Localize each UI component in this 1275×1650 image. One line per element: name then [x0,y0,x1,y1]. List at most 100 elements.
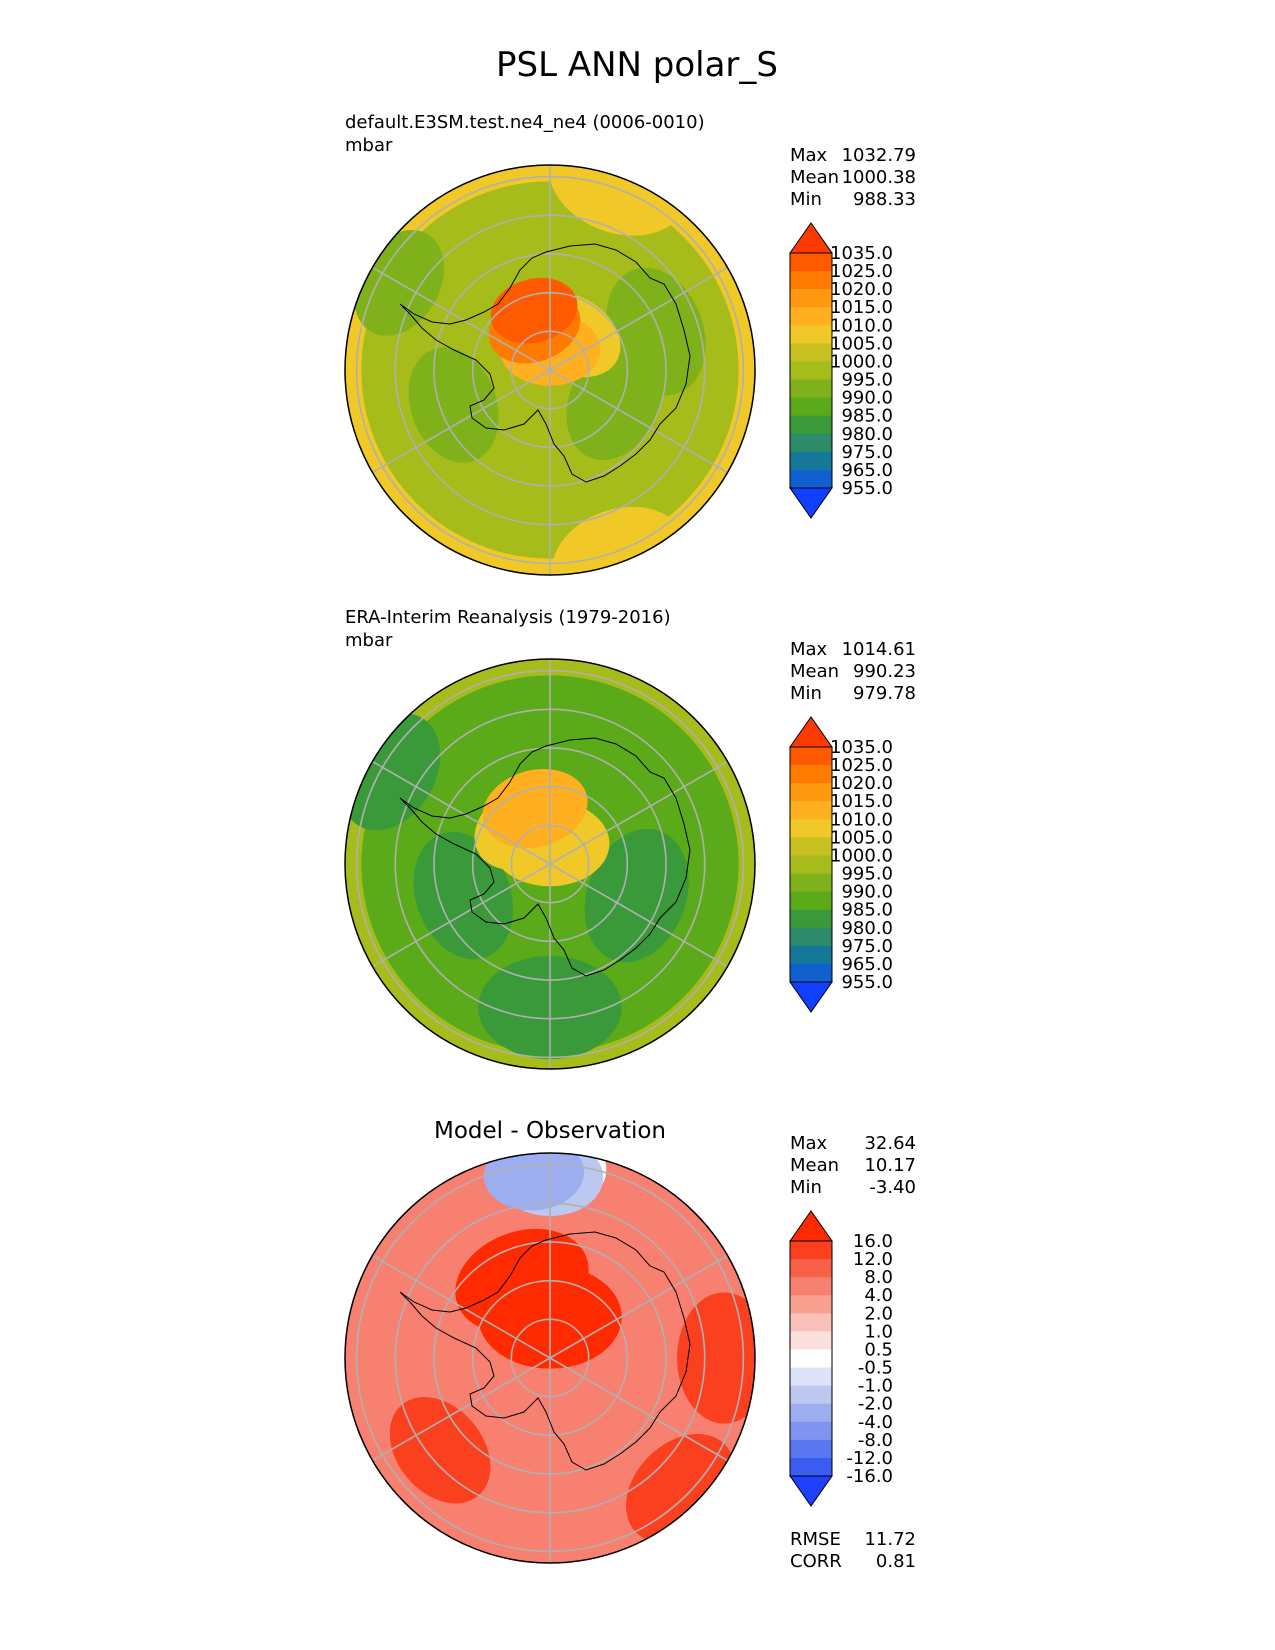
stats-reference: Max 1014.61 Mean 990.23 Min 979.78 [790,639,916,704]
colorbar-band [790,1385,832,1405]
colorbar-band [790,1295,832,1314]
colorbar-band [790,927,832,947]
colorbar-tick-label: 1035.0 [830,243,893,264]
colorbar-band [790,307,832,326]
meridian-line [549,1357,728,1462]
colorbar-band [790,855,832,875]
colorbar-band [790,1403,832,1423]
panel-reference-title: ERA-Interim Reanalysis (1979-2016) [345,607,671,628]
graticule [355,659,745,1069]
stat-mean-label: Mean [790,661,839,682]
field-contour-4 [389,1397,491,1504]
colorbar-band [790,253,832,272]
meridian-line [372,760,551,865]
colorbar-tick-label: 1005.0 [830,333,893,354]
meridian-line [549,760,728,865]
colorbar-band [790,325,832,344]
colorbar-tick-label: 2.0 [864,1303,893,1324]
colorbar-extend-min [789,487,833,519]
colorbar-band [790,945,832,965]
colorbar-band [790,801,832,820]
colorbar-tick-label: 1.0 [864,1321,893,1342]
colorbar-tick-label: 16.0 [853,1231,893,1252]
antarctica-coastline [399,737,691,977]
panel-difference: Model - Observation Max 32.64 Mean 10.17… [344,1118,916,1572]
colorbar-tick-label: 955.0 [841,478,893,499]
colorbar-tick-label: 8.0 [864,1267,893,1288]
stat-max-label: Max [790,145,828,166]
colorbar-tick-label: -8.0 [858,1430,893,1451]
colorbar-tick-label: 980.0 [841,424,893,445]
stat-mean-label: Mean [790,1155,839,1176]
panel-test-title: default.E3SM.test.ne4_ne4 (0006-0010) [345,112,705,133]
corr-value: 0.81 [876,1551,916,1572]
stat-max-value: 1014.61 [842,639,916,660]
colorbar-tick-label: 955.0 [841,972,893,993]
panel-test-units: mbar [345,135,393,156]
colorbar-tick-label: 1025.0 [830,261,893,282]
meridian-line [549,266,728,371]
field-contour-2 [413,831,514,960]
colorbar-tick-label: 1015.0 [830,791,893,812]
colorbar-tick-label: -0.5 [858,1358,893,1379]
colorbar-extend-max [789,716,833,748]
rmse-value: 11.72 [864,1529,916,1550]
stat-mean-value: 1000.38 [842,167,916,188]
graticule [355,165,745,575]
colorbar-tick-label: 990.0 [841,388,893,409]
colorbar-tick-label: 980.0 [841,918,893,939]
colorbar-extend-min [789,981,833,1013]
colorbar-tick-label: 4.0 [864,1285,893,1306]
colorbar-band [790,415,832,435]
colorbar-tick-label: 1005.0 [830,827,893,848]
map-difference [345,1153,755,1563]
panel-difference-title: Model - Observation [434,1118,666,1144]
colorbar-tick-label: 1020.0 [830,773,893,794]
colorbar-band [790,343,832,362]
colorbar-tick-label: 1020.0 [830,279,893,300]
colorbar-tick-label: 1035.0 [830,737,893,758]
colorbar-band [790,909,832,929]
colorbar-tick-label: 995.0 [841,864,893,885]
map-reference [345,659,755,1069]
colorbar-band [790,397,832,417]
stat-min-value: 979.78 [853,683,916,704]
colorbar-tick-label: -1.0 [858,1376,893,1397]
colorbar-tick-label: 1000.0 [830,845,893,866]
stat-mean-label: Mean [790,167,839,188]
colorbar-band [790,819,832,838]
colorbar-extend-max [789,1210,833,1242]
colorbar-band [790,765,832,784]
colorbar-band [790,837,832,856]
field-contour-1 [551,506,686,575]
colorbar-band [790,1313,832,1332]
colorbar-tick-label: 12.0 [853,1249,893,1270]
stat-min-label: Min [790,1177,822,1198]
colorbar-tick-label: 965.0 [841,954,893,975]
stat-min-value: -3.40 [869,1177,916,1198]
antarctica-coastline [399,243,691,483]
colorbar-extend-max [789,222,833,254]
colorbar-outline [789,746,833,983]
meridian-line [372,266,551,371]
colorbar-band [790,783,832,802]
colorbar-tick-label: 975.0 [841,936,893,957]
colorbar-tick-label: 995.0 [841,370,893,391]
stat-max-value: 32.64 [864,1133,916,1154]
colorbar-band [790,891,832,911]
colorbar-band [790,289,832,308]
antarctica-coastline [399,1231,691,1471]
colorbar-band [790,451,832,471]
panel-reference: ERA-Interim Reanalysis (1979-2016) mbar … [344,607,916,1070]
colorbar-difference: 16.012.08.04.02.01.00.5-0.5-1.0-2.0-4.0-… [789,1210,893,1507]
colorbar-band [790,469,832,489]
colorbar-outline [789,252,833,489]
meridian-line [372,1357,551,1462]
panel-reference-units: mbar [345,630,393,651]
field-contour-6 [482,769,588,849]
stat-max-value: 1032.79 [842,145,916,166]
colorbar-band [790,873,832,893]
colorbar-tick-label: 1010.0 [830,809,893,830]
colorbar-test: 1035.01025.01020.01015.01010.01005.01000… [789,222,893,519]
